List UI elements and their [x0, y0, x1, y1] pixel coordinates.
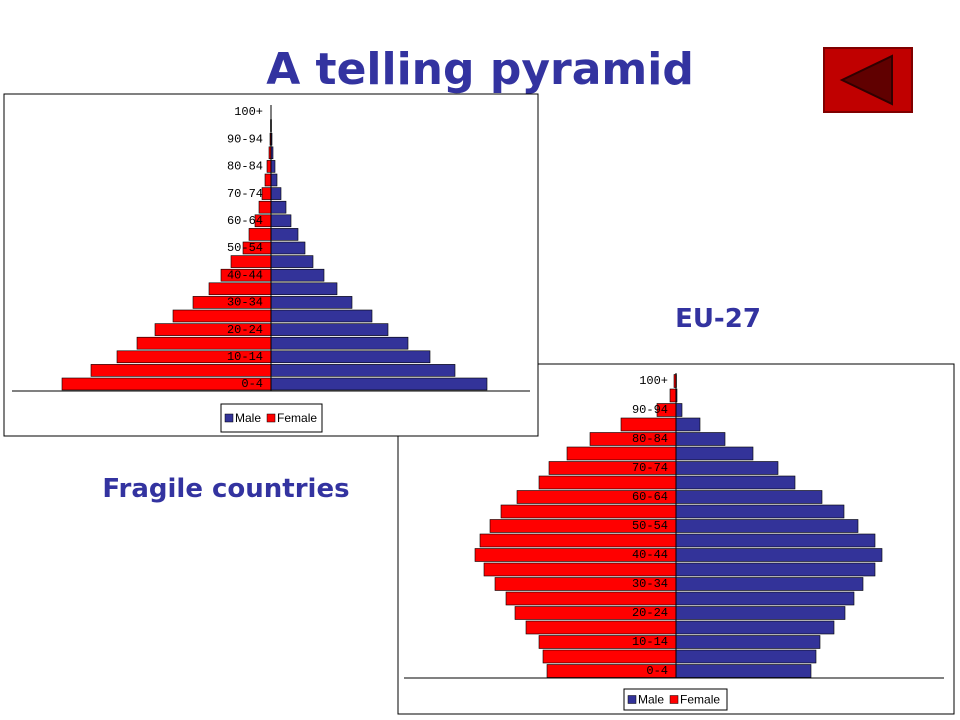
legend-swatch	[266, 413, 276, 423]
legend-label: Male	[638, 693, 664, 707]
bar	[270, 350, 431, 364]
bar	[675, 548, 883, 562]
y-tick-label: 0-4	[646, 664, 668, 678]
bar	[620, 417, 677, 432]
legend-label: Male	[235, 411, 261, 425]
bar	[230, 255, 272, 268]
bar	[270, 323, 389, 336]
y-tick-label: 20-24	[227, 323, 263, 337]
bar	[270, 309, 373, 323]
bar	[248, 228, 272, 241]
bar	[675, 533, 876, 548]
bar	[258, 200, 272, 214]
y-tick-label: 80-84	[227, 160, 263, 174]
y-tick-label: 30-34	[632, 577, 668, 591]
legend-label: Female	[277, 411, 317, 425]
y-tick-label: 100+	[234, 105, 263, 119]
bar	[90, 364, 272, 377]
bar	[675, 417, 701, 432]
y-tick-label: 30-34	[227, 296, 263, 310]
bar	[505, 591, 677, 606]
bar	[270, 268, 325, 282]
y-tick-label: 40-44	[227, 268, 263, 282]
bar	[479, 533, 677, 548]
bar	[483, 562, 677, 577]
bar	[675, 591, 855, 606]
bar	[270, 336, 409, 350]
fragile-chart: 0-4 10-14 20-24 30-34 40-44 50-54 60-64 70-74 80…	[3, 93, 539, 437]
bar	[270, 160, 276, 173]
legend-swatch	[669, 695, 679, 704]
legend-label: Female	[680, 693, 720, 707]
bar	[675, 620, 835, 635]
chart-title: Fragile countries	[102, 474, 349, 504]
bar	[675, 606, 846, 620]
bar	[270, 173, 278, 187]
bar	[675, 403, 683, 417]
y-tick-label: 20-24	[632, 606, 668, 620]
bar	[675, 664, 812, 678]
bar	[264, 173, 272, 187]
bar	[270, 282, 338, 296]
bar	[675, 475, 796, 490]
y-tick-label: 50-54	[632, 519, 668, 533]
chart-title: EU-27	[675, 304, 761, 334]
bar	[675, 461, 779, 475]
bar	[270, 214, 292, 228]
bar	[675, 504, 845, 519]
bar	[675, 519, 859, 533]
bar	[525, 620, 677, 635]
bar	[270, 296, 353, 309]
y-tick-label: 70-74	[632, 461, 668, 475]
y-tick-label: 60-64	[227, 214, 263, 228]
bar	[172, 309, 272, 323]
bar	[566, 446, 677, 461]
legend-swatch	[224, 413, 234, 423]
bar	[270, 364, 456, 377]
y-tick-label: 40-44	[632, 548, 668, 562]
bar	[675, 446, 754, 461]
y-tick-label: 90-94	[227, 132, 263, 146]
bar	[542, 649, 677, 664]
slide-title: A telling pyramid	[266, 44, 694, 95]
bar	[61, 377, 272, 391]
bar	[675, 577, 864, 591]
bar	[669, 388, 677, 403]
y-tick-label: 90-94	[632, 403, 668, 417]
bar	[270, 377, 488, 391]
bar	[270, 228, 299, 241]
bar	[538, 475, 677, 490]
bar	[266, 160, 272, 173]
legend-swatch	[627, 695, 637, 704]
bar	[270, 187, 282, 200]
y-tick-label: 60-64	[632, 490, 668, 504]
bar	[675, 432, 726, 446]
y-tick-label: 100+	[639, 374, 668, 388]
bar	[675, 635, 821, 649]
bar	[136, 336, 272, 350]
bar	[270, 255, 314, 268]
y-tick-label: 80-84	[632, 432, 668, 446]
y-tick-label: 10-14	[632, 635, 668, 649]
bar	[270, 200, 287, 214]
bar	[675, 649, 817, 664]
y-tick-label: 70-74	[227, 187, 263, 201]
y-tick-label: 0-4	[241, 377, 263, 391]
bar	[261, 187, 272, 200]
back-arrow[interactable]	[839, 54, 893, 106]
y-tick-label: 50-54	[227, 241, 263, 255]
bar	[270, 241, 306, 255]
bar	[208, 282, 272, 296]
bar	[500, 504, 677, 519]
bar	[675, 490, 823, 504]
back-button[interactable]	[823, 47, 913, 113]
y-tick-label: 10-14	[227, 350, 263, 364]
bar	[675, 562, 876, 577]
